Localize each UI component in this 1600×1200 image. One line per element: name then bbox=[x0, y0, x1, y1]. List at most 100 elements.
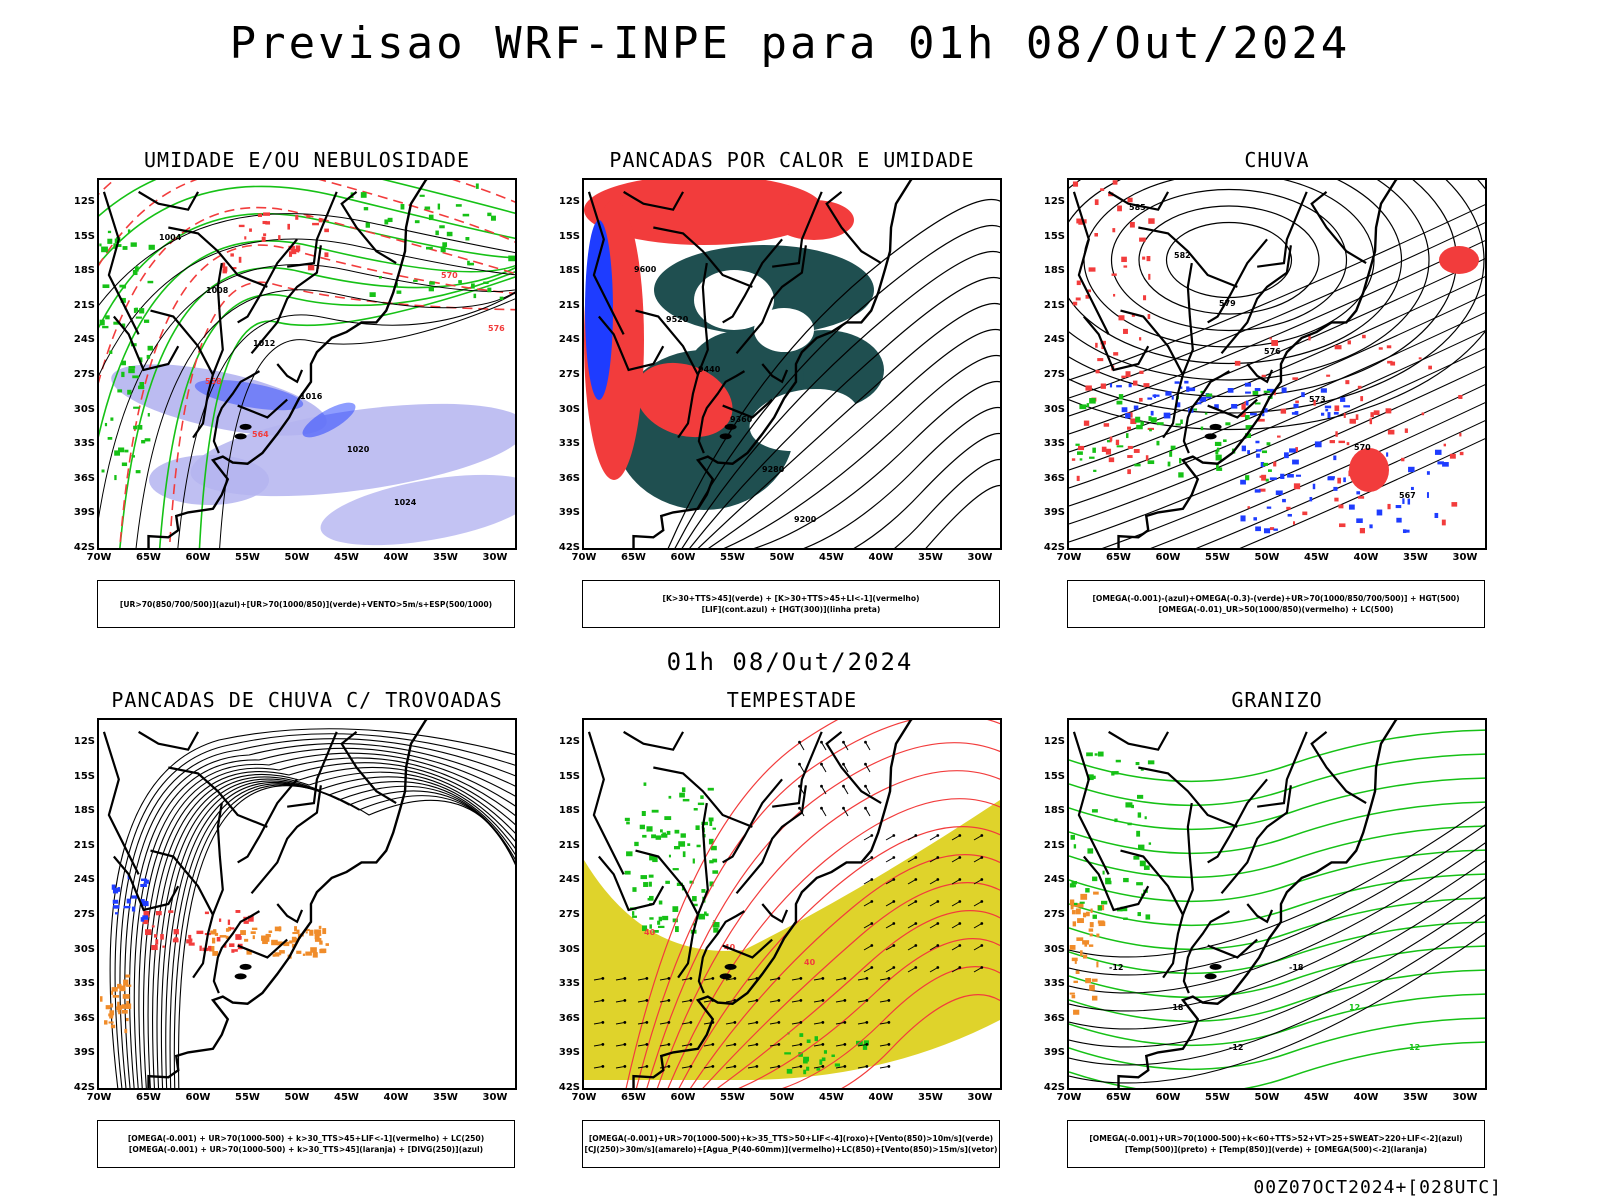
contour-label: 1016 bbox=[300, 392, 323, 401]
hgt300-contour bbox=[697, 302, 1000, 548]
rain-area bbox=[1295, 447, 1298, 452]
humidity-low-level bbox=[119, 284, 127, 288]
legend-line-1: [UR>70(850/700/500)](azul)+[UR>70(1000/8… bbox=[119, 599, 493, 609]
streamline bbox=[1069, 348, 1485, 525]
temp850-contour bbox=[1091, 809, 1098, 813]
humidity-low-level bbox=[419, 194, 425, 197]
wind-vector bbox=[929, 923, 939, 929]
map-frame[interactable]: 1004 1008 1012 1016 1020 1024 570 576 558 564 bbox=[97, 178, 517, 550]
convection-area-orange bbox=[118, 1009, 121, 1015]
wind-vector bbox=[623, 1065, 627, 1068]
temp850-contour bbox=[1131, 804, 1134, 809]
omega-area bbox=[1269, 477, 1277, 480]
lon-tick-label: 55W bbox=[1205, 1092, 1230, 1103]
divergence-area bbox=[131, 895, 139, 899]
coastline bbox=[632, 720, 913, 1088]
lat-tick-label: 15S bbox=[1043, 230, 1065, 242]
hgt300-contour bbox=[893, 459, 1000, 548]
contour-label: 579 bbox=[1219, 299, 1236, 308]
wind-850-area bbox=[713, 927, 719, 933]
rain-area bbox=[1387, 503, 1391, 510]
rain-area bbox=[1078, 445, 1085, 451]
convection-area-orange bbox=[125, 1017, 129, 1022]
lat-tick-label: 18S bbox=[558, 805, 580, 817]
convection-area-red bbox=[235, 910, 241, 913]
omega500-area bbox=[1071, 904, 1078, 907]
rain-area bbox=[1277, 435, 1281, 438]
strong-omega-area bbox=[1252, 390, 1259, 395]
temp850-contour bbox=[1069, 729, 1485, 783]
wind-vector bbox=[865, 1065, 869, 1068]
lon-tick-label: 30W bbox=[967, 1092, 993, 1103]
humidity-low-level bbox=[440, 246, 446, 253]
map-graphic bbox=[99, 720, 515, 1088]
convection-area-red bbox=[188, 942, 195, 946]
rain-area bbox=[1418, 357, 1422, 360]
lake bbox=[1209, 963, 1222, 970]
rain-area bbox=[1261, 374, 1266, 378]
hgt300-contour bbox=[674, 224, 1000, 548]
thickness-label-dot bbox=[222, 262, 226, 268]
strong-omega-area bbox=[1244, 433, 1252, 438]
lat-tick-label: 42S bbox=[558, 542, 580, 553]
omega-area bbox=[1356, 491, 1361, 495]
wind-850-area bbox=[834, 1063, 841, 1067]
wind-vector bbox=[711, 977, 715, 980]
omega-area bbox=[1442, 462, 1449, 467]
border-line bbox=[653, 766, 753, 828]
wind-850-area bbox=[692, 896, 697, 902]
temp850-contour bbox=[1145, 914, 1151, 920]
wind-vector bbox=[645, 1065, 649, 1068]
streamline bbox=[1069, 294, 1485, 471]
lat-tick-label: 39S bbox=[558, 1047, 580, 1059]
map-frame[interactable]: 585 582 579 576 573 570 567 bbox=[1067, 178, 1487, 550]
map-frame[interactable] bbox=[97, 718, 517, 1090]
temp850-contour bbox=[1069, 873, 1485, 927]
legend-line-1: [OMEGA(-0.001) + UR>70(1000-500) + k>30_… bbox=[127, 1134, 485, 1143]
strong-omega-area bbox=[1089, 456, 1095, 459]
rain-area bbox=[1143, 295, 1147, 301]
border-line bbox=[735, 245, 807, 355]
wind-vector bbox=[747, 1021, 757, 1025]
lat-tick-label: 36S bbox=[558, 472, 580, 484]
wind-850-area bbox=[672, 868, 679, 871]
omega-area bbox=[1245, 391, 1251, 394]
rain-area bbox=[1441, 519, 1446, 526]
wind-vector bbox=[936, 856, 940, 859]
strong-omega-area bbox=[1223, 439, 1227, 443]
wind-850-area bbox=[634, 841, 639, 847]
convection-area-orange bbox=[264, 936, 270, 942]
convection-area-orange bbox=[314, 930, 320, 934]
omega-area bbox=[1402, 498, 1405, 504]
andes-border bbox=[102, 731, 140, 875]
wind-850-area bbox=[680, 833, 686, 838]
wind-vector bbox=[973, 945, 983, 951]
thickness-label-dot bbox=[262, 220, 268, 225]
humidity-low-level bbox=[139, 357, 143, 363]
rain-area bbox=[1085, 385, 1092, 391]
temp850-contour bbox=[1069, 753, 1485, 807]
wind-850-area bbox=[624, 870, 631, 875]
map-frame[interactable]: -12 -18 -12 -18 12 12 bbox=[1067, 718, 1487, 1090]
wind-vector bbox=[865, 977, 869, 980]
coastline bbox=[1117, 720, 1398, 1088]
map-frame[interactable]: 40 40 40 bbox=[582, 718, 1002, 1090]
temp850-contour bbox=[1092, 914, 1097, 919]
humidity-low-level bbox=[396, 290, 402, 294]
divergence-area bbox=[143, 879, 149, 884]
humidity-low-level bbox=[143, 319, 150, 323]
wind-vector bbox=[813, 999, 823, 1003]
border-line bbox=[150, 309, 214, 376]
divergence-area bbox=[140, 883, 147, 888]
map-frame[interactable]: 9600 9520 9440 9360 9280 9200 bbox=[582, 178, 1002, 550]
wind-vector bbox=[645, 1021, 649, 1024]
wind-vector bbox=[863, 857, 873, 863]
wind-vector bbox=[777, 1021, 781, 1024]
humidity-low-level bbox=[468, 262, 475, 266]
streamline bbox=[1069, 366, 1485, 543]
lat-tick-label: 24S bbox=[1043, 334, 1065, 346]
divergence-area bbox=[131, 906, 136, 912]
convection-area-orange bbox=[125, 974, 130, 978]
lake bbox=[719, 973, 732, 980]
hgt500-contour bbox=[1069, 180, 1485, 431]
